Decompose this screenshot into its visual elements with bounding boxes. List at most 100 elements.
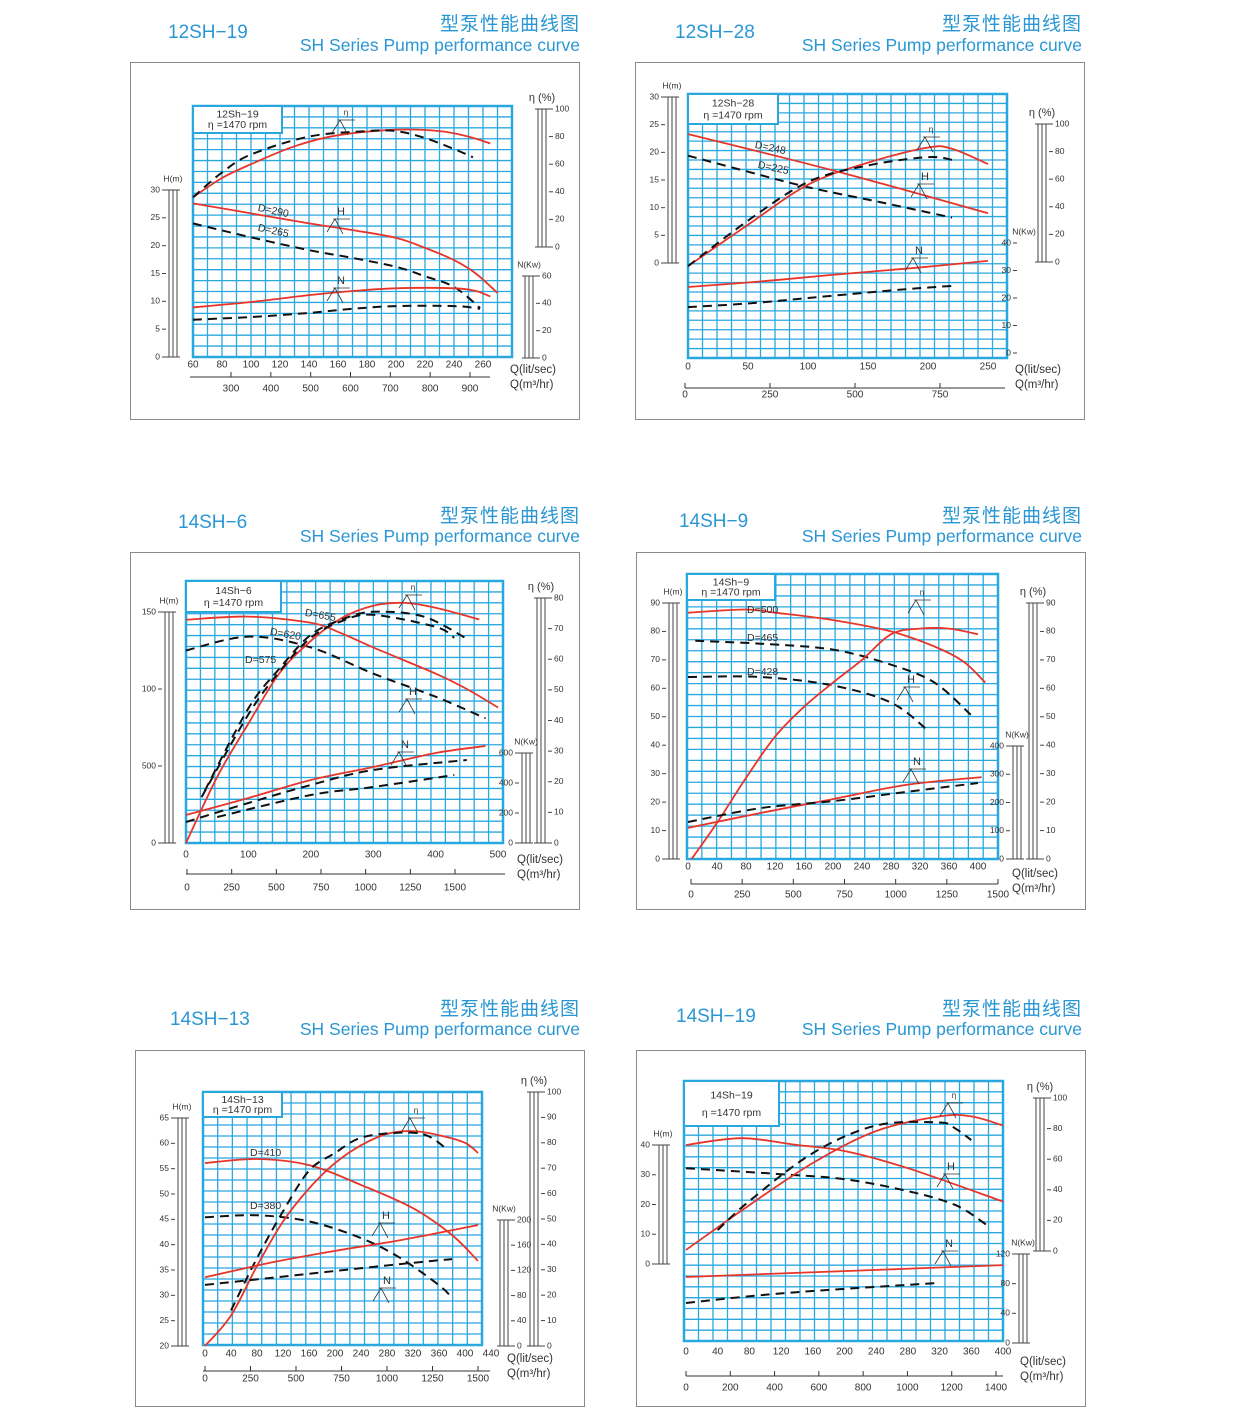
x-axis-title-m3-per-hr: Q(m³/hr) — [510, 379, 554, 391]
power-axis-title: N(Kw) — [1012, 226, 1036, 236]
head-axis-tick-label: 50 — [160, 1188, 170, 1198]
x-tick-label-m3-per-hr: 250 — [223, 883, 240, 894]
x-tick-label-m3-per-hr: 0 — [184, 883, 190, 894]
head-axis-tick-label: 30 — [160, 1290, 170, 1300]
curve-tag-leader — [326, 287, 344, 304]
curve-tag-leader — [371, 1222, 389, 1239]
head-axis-tick-label: 5 — [155, 323, 160, 333]
efficiency-axis-tick-label: 80 — [1055, 146, 1065, 156]
power-curve-dashed — [687, 782, 979, 823]
efficiency-axis-tick-label: 70 — [547, 1162, 557, 1172]
x-tick-label-lit-per-sec: 260 — [475, 360, 492, 371]
x-tick-label-m3-per-hr: 1400 — [985, 1383, 1008, 1394]
x-tick-label-lit-per-sec: 80 — [216, 360, 228, 371]
legend-model: 14Sh−9 — [713, 576, 750, 588]
head-axis-tick-label: 150 — [142, 606, 156, 616]
x-tick-label-m3-per-hr: 250 — [762, 390, 779, 401]
legend-model: 12Sh−19 — [216, 109, 258, 121]
x-tick-label-lit-per-sec: 360 — [963, 1347, 980, 1358]
legend-speed: η =1470 rpm — [208, 119, 268, 131]
head-axis-tick-label: 70 — [651, 654, 661, 664]
power-axis-tick-label: 80 — [1001, 1278, 1011, 1288]
efficiency-axis-tick-label: 80 — [547, 1137, 557, 1147]
x-tick-label-lit-per-sec: 320 — [912, 862, 929, 873]
x-tick-label-m3-per-hr: 800 — [855, 1383, 872, 1394]
efficiency-axis-tick-label: 10 — [1046, 825, 1056, 835]
x-tick-label-lit-per-sec: 200 — [825, 862, 842, 873]
efficiency-axis-tick-label: 60 — [1053, 1153, 1063, 1163]
x-tick-label-lit-per-sec: 80 — [251, 1349, 263, 1360]
curve-tag-eta: η — [929, 125, 933, 134]
power-axis-tick-label: 200 — [990, 797, 1004, 807]
head-curve-dashed — [192, 222, 481, 309]
efficiency-axis-tick-label: 70 — [1046, 654, 1056, 664]
efficiency-axis-tick-label: 0 — [554, 837, 559, 847]
x-tick-label-m3-per-hr: 600 — [811, 1383, 828, 1394]
efficiency-axis-title: η (%) — [1027, 1081, 1053, 1093]
head-curve-solid — [685, 1137, 1004, 1203]
head-axis-tick-label: 30 — [651, 768, 661, 778]
power-curve-dashed — [185, 759, 467, 823]
efficiency-axis-tick-label: 40 — [547, 1239, 557, 1249]
power-curve-solid — [185, 745, 486, 816]
x-tick-label-m3-per-hr: 900 — [462, 384, 479, 395]
head-axis-tick-label: 0 — [655, 853, 660, 863]
efficiency-axis-tick-label: 40 — [1053, 1184, 1063, 1194]
efficiency-axis-tick-label: 20 — [1046, 796, 1056, 806]
chart-title-english: SH Series Pump performance curve — [299, 35, 580, 55]
x-tick-label-lit-per-sec: 280 — [379, 1349, 396, 1360]
curve-tag-N: N — [945, 1238, 953, 1250]
head-axis-tick-label: 0 — [155, 351, 160, 361]
x-tick-label-m3-per-hr: 500 — [288, 1374, 305, 1385]
efficiency-curve-dashed — [687, 155, 953, 267]
efficiency-axis-tick-label: 100 — [1053, 1092, 1067, 1102]
x-tick-label-m3-per-hr: 300 — [223, 384, 240, 395]
head-axis-tick-label: 40 — [641, 1139, 651, 1149]
power-axis-title: N(Kw) — [517, 259, 541, 269]
efficiency-curve-dashed — [717, 1120, 972, 1231]
impeller-diameter-label: D=380 — [250, 1200, 281, 1212]
x-tick-label-m3-per-hr: 200 — [722, 1383, 739, 1394]
efficiency-curve-solid — [685, 1113, 1004, 1251]
head-curve-dashed — [685, 1167, 988, 1227]
x-tick-label-m3-per-hr: 750 — [313, 883, 330, 894]
head-axis-tick-label: 100 — [142, 683, 156, 693]
power-axis-tick-label: 0 — [1005, 1337, 1010, 1347]
efficiency-axis-tick-label: 90 — [1046, 597, 1056, 607]
efficiency-curve-dashed — [203, 610, 468, 792]
curve-tag-H: H — [907, 674, 915, 686]
head-curve-solid — [192, 202, 499, 294]
curve-tag-N: N — [915, 245, 923, 257]
x-tick-label-lit-per-sec: 80 — [740, 862, 752, 873]
efficiency-axis-title: η (%) — [1020, 586, 1046, 598]
head-axis-tick-label: 55 — [160, 1163, 170, 1173]
x-tick-label-lit-per-sec: 360 — [941, 862, 958, 873]
pump-model-title: 12SH−28 — [675, 22, 755, 43]
x-axis-title-lit-per-sec: Q(lit/sec) — [1015, 364, 1061, 376]
impeller-diameter-label: D=428 — [747, 666, 778, 678]
head-axis-tick-label: 500 — [142, 760, 156, 770]
legend-speed: η =1470 rpm — [213, 1104, 273, 1116]
head-axis-tick-label: 25 — [160, 1315, 170, 1325]
x-axis-title-lit-per-sec: Q(lit/sec) — [517, 854, 563, 866]
x-axis-title-m3-per-hr: Q(m³/hr) — [517, 869, 561, 881]
head-curve-dashed — [687, 675, 928, 731]
x-tick-label-m3-per-hr: 1000 — [885, 890, 908, 901]
efficiency-axis-tick-label: 70 — [554, 623, 564, 633]
efficiency-axis-tick-label: 20 — [555, 214, 565, 224]
efficiency-axis-tick-label: 30 — [547, 1264, 557, 1274]
power-axis-title: N(Kw) — [492, 1203, 516, 1213]
efficiency-axis-tick-label: 60 — [1055, 173, 1065, 183]
x-axis-title-lit-per-sec: Q(lit/sec) — [510, 364, 556, 376]
head-axis-tick-label: 40 — [651, 739, 661, 749]
x-axis-title-m3-per-hr: Q(m³/hr) — [1012, 883, 1056, 895]
power-axis-tick-label: 160 — [517, 1239, 531, 1249]
head-curve-dashed — [204, 1214, 453, 1299]
x-tick-label-lit-per-sec: 200 — [920, 362, 937, 373]
power-axis-tick-label: 400 — [499, 777, 513, 787]
x-tick-label-lit-per-sec: 400 — [457, 1349, 474, 1360]
curve-tag-leader — [398, 594, 416, 611]
head-axis-tick-label: 20 — [151, 240, 161, 250]
